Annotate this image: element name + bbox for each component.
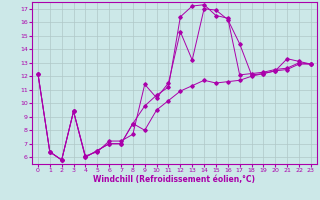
X-axis label: Windchill (Refroidissement éolien,°C): Windchill (Refroidissement éolien,°C) [93,175,255,184]
